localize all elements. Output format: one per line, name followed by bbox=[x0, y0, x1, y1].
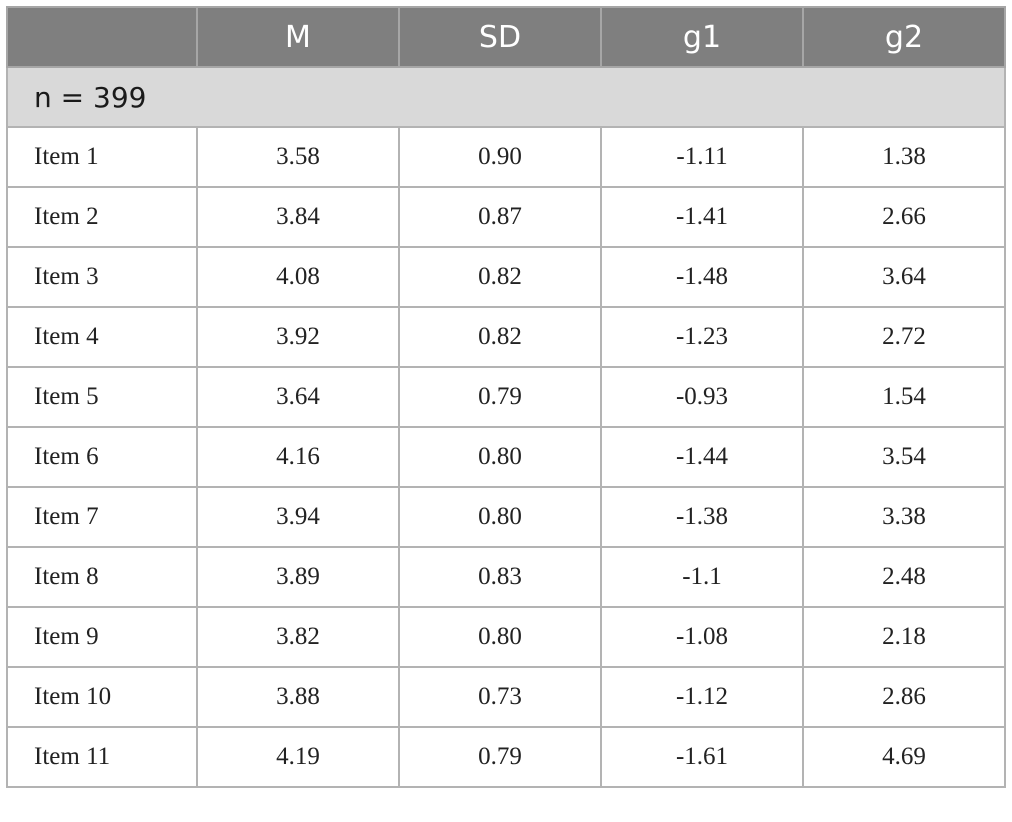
cell-m: 3.88 bbox=[196, 666, 400, 728]
table-row: Item 5 3.64 0.79 -0.93 1.54 bbox=[6, 366, 1006, 428]
cell-sd: 0.87 bbox=[398, 186, 602, 248]
cell-sd: 0.80 bbox=[398, 606, 602, 668]
cell-sd: 0.90 bbox=[398, 126, 602, 188]
cell-m: 3.84 bbox=[196, 186, 400, 248]
cell-g2: 1.38 bbox=[802, 126, 1006, 188]
header-cell-m: M bbox=[196, 6, 400, 68]
cell-sd: 0.83 bbox=[398, 546, 602, 608]
header-cell-item bbox=[6, 6, 198, 68]
cell-g1: -0.93 bbox=[600, 366, 804, 428]
table-row: Item 6 4.16 0.80 -1.44 3.54 bbox=[6, 426, 1006, 488]
header-cell-g2: g2 bbox=[802, 6, 1006, 68]
cell-g2: 3.38 bbox=[802, 486, 1006, 548]
row-label-cell: Item 5 bbox=[6, 366, 198, 428]
cell-m: 3.89 bbox=[196, 546, 400, 608]
table-row: Item 2 3.84 0.87 -1.41 2.66 bbox=[6, 186, 1006, 248]
cell-g2: 3.64 bbox=[802, 246, 1006, 308]
cell-g2: 2.66 bbox=[802, 186, 1006, 248]
cell-m: 4.16 bbox=[196, 426, 400, 488]
cell-g2: 2.48 bbox=[802, 546, 1006, 608]
cell-g1: -1.11 bbox=[600, 126, 804, 188]
table-row: Item 11 4.19 0.79 -1.61 4.69 bbox=[6, 726, 1006, 788]
cell-m: 3.82 bbox=[196, 606, 400, 668]
table-row: Item 8 3.89 0.83 -1.1 2.48 bbox=[6, 546, 1006, 608]
cell-m: 3.64 bbox=[196, 366, 400, 428]
cell-m: 4.08 bbox=[196, 246, 400, 308]
group-label: n = 399 bbox=[6, 66, 1006, 128]
cell-g2: 4.69 bbox=[802, 726, 1006, 788]
cell-sd: 0.80 bbox=[398, 486, 602, 548]
row-label-cell: Item 1 bbox=[6, 126, 198, 188]
cell-g2: 2.86 bbox=[802, 666, 1006, 728]
cell-m: 3.92 bbox=[196, 306, 400, 368]
header-cell-g1: g1 bbox=[600, 6, 804, 68]
group-row: n = 399 bbox=[6, 66, 1006, 128]
header-row: M SD g1 g2 bbox=[6, 6, 1006, 68]
table-row: Item 3 4.08 0.82 -1.48 3.64 bbox=[6, 246, 1006, 308]
cell-sd: 0.73 bbox=[398, 666, 602, 728]
row-label-cell: Item 3 bbox=[6, 246, 198, 308]
table-row: Item 9 3.82 0.80 -1.08 2.18 bbox=[6, 606, 1006, 668]
cell-g2: 2.18 bbox=[802, 606, 1006, 668]
cell-g1: -1.41 bbox=[600, 186, 804, 248]
row-label-cell: Item 7 bbox=[6, 486, 198, 548]
table-row: Item 7 3.94 0.80 -1.38 3.38 bbox=[6, 486, 1006, 548]
row-label-cell: Item 4 bbox=[6, 306, 198, 368]
cell-g1: -1.44 bbox=[600, 426, 804, 488]
table-row: Item 4 3.92 0.82 -1.23 2.72 bbox=[6, 306, 1006, 368]
cell-sd: 0.79 bbox=[398, 366, 602, 428]
row-label-cell: Item 6 bbox=[6, 426, 198, 488]
cell-g1: -1.12 bbox=[600, 666, 804, 728]
cell-g1: -1.38 bbox=[600, 486, 804, 548]
cell-g1: -1.08 bbox=[600, 606, 804, 668]
table-row: Item 10 3.88 0.73 -1.12 2.86 bbox=[6, 666, 1006, 728]
descriptive-stats-table: M SD g1 g2 n = 399 Item 1 3.58 0.90 -1.11 1.… bbox=[6, 6, 1006, 788]
cell-m: 3.58 bbox=[196, 126, 400, 188]
cell-sd: 0.79 bbox=[398, 726, 602, 788]
row-label-cell: Item 8 bbox=[6, 546, 198, 608]
row-label-cell: Item 10 bbox=[6, 666, 198, 728]
cell-g2: 1.54 bbox=[802, 366, 1006, 428]
header-cell-sd: SD bbox=[398, 6, 602, 68]
cell-sd: 0.82 bbox=[398, 246, 602, 308]
cell-sd: 0.80 bbox=[398, 426, 602, 488]
cell-m: 4.19 bbox=[196, 726, 400, 788]
row-label-cell: Item 11 bbox=[6, 726, 198, 788]
table-container: M SD g1 g2 n = 399 Item 1 3.58 0.90 -1.11 1.… bbox=[6, 6, 1006, 788]
row-label-cell: Item 9 bbox=[6, 606, 198, 668]
cell-g1: -1.23 bbox=[600, 306, 804, 368]
table-row: Item 1 3.58 0.90 -1.11 1.38 bbox=[6, 126, 1006, 188]
cell-sd: 0.82 bbox=[398, 306, 602, 368]
cell-g1: -1.61 bbox=[600, 726, 804, 788]
cell-g1: -1.1 bbox=[600, 546, 804, 608]
row-label-cell: Item 2 bbox=[6, 186, 198, 248]
cell-g2: 2.72 bbox=[802, 306, 1006, 368]
cell-g2: 3.54 bbox=[802, 426, 1006, 488]
cell-g1: -1.48 bbox=[600, 246, 804, 308]
cell-m: 3.94 bbox=[196, 486, 400, 548]
